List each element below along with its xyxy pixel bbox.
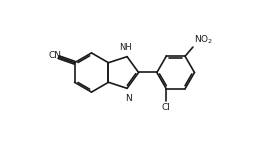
Text: NH: NH [119, 43, 132, 52]
Text: CN: CN [48, 51, 61, 60]
Text: Cl: Cl [162, 103, 171, 112]
Text: N: N [125, 94, 132, 103]
Text: NO$_2$: NO$_2$ [194, 33, 214, 46]
